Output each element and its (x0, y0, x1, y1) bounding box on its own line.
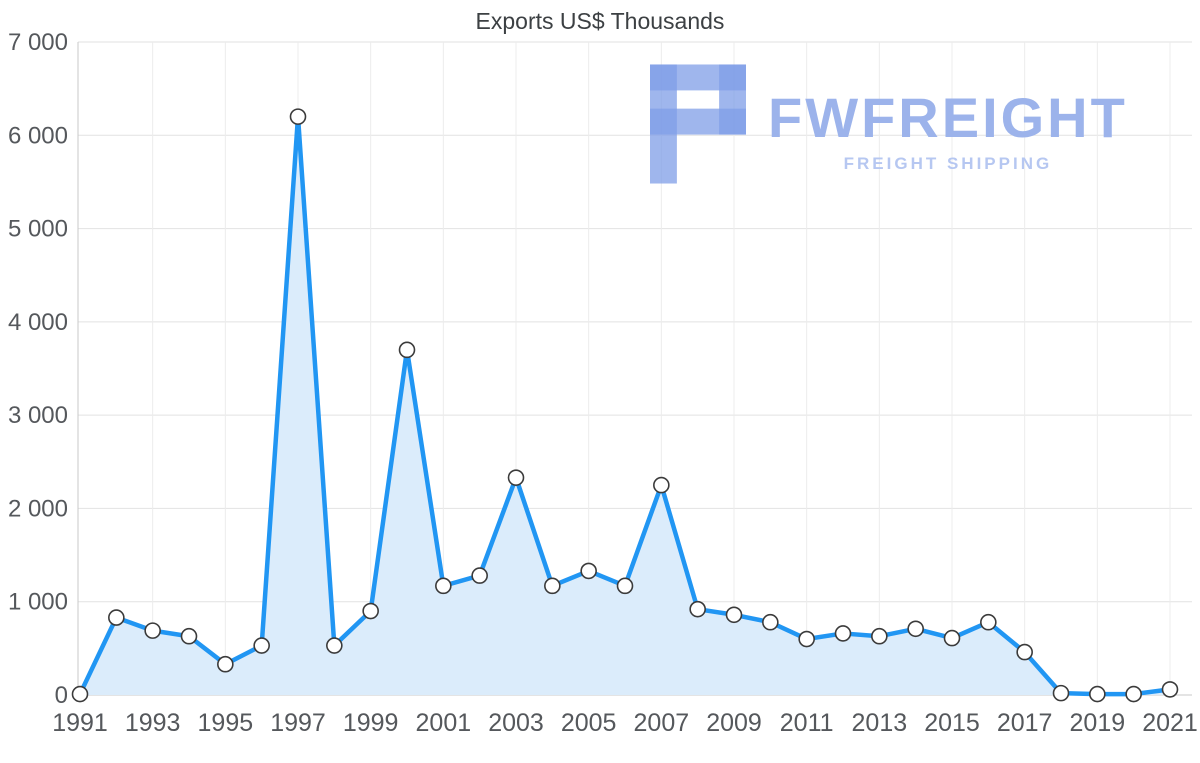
x-axis-label: 2017 (997, 709, 1053, 737)
y-axis-label: 5 000 (8, 216, 68, 243)
data-point-marker (71, 685, 89, 703)
x-axis-label: 2021 (1142, 709, 1198, 737)
y-axis-label: 2 000 (8, 495, 68, 522)
data-point-marker (762, 613, 779, 631)
data-point-marker (907, 620, 924, 638)
data-point-marker (289, 108, 307, 125)
data-point-marker (1052, 684, 1070, 702)
y-axis-label: 4 000 (8, 309, 68, 336)
data-point-marker (180, 627, 198, 645)
data-point-marker (144, 622, 161, 639)
y-axis-label: 3 000 (8, 402, 68, 429)
x-axis-label: 2001 (416, 709, 472, 737)
data-point-marker (253, 637, 270, 654)
x-axis-label: 1999 (343, 709, 399, 737)
data-point-marker (326, 637, 343, 654)
chart-title: Exports US$ Thousands (475, 8, 725, 34)
area-fill (80, 116, 1170, 696)
data-point-marker (435, 577, 452, 595)
data-point-marker (725, 606, 743, 624)
x-axis-label: 2013 (852, 709, 908, 737)
x-axis-label: 1993 (125, 709, 181, 737)
data-point-marker (653, 476, 670, 494)
y-axis-label: 0 (55, 682, 68, 709)
x-axis-label: 1995 (198, 709, 254, 737)
x-axis-label: 1991 (52, 709, 108, 737)
data-point-marker (1161, 681, 1179, 698)
y-axis-label: 6 000 (8, 122, 68, 149)
data-point-marker (108, 609, 125, 626)
data-point-marker (580, 562, 597, 580)
data-point-marker (217, 655, 234, 673)
x-axis-label: 2007 (634, 709, 690, 737)
data-point-marker (544, 577, 561, 595)
data-point-marker (689, 600, 706, 618)
data-point-marker (871, 627, 888, 645)
data-point-marker (362, 602, 379, 620)
data-point-marker (1125, 685, 1142, 703)
data-point-marker (798, 630, 815, 648)
data-point-marker (398, 341, 416, 359)
data-point-marker (1089, 685, 1106, 703)
data-point-marker (980, 613, 997, 631)
data-point-marker (1016, 643, 1033, 661)
data-point-marker (507, 469, 525, 486)
data-point-marker (471, 567, 488, 584)
y-axis-label: 7 000 (8, 29, 68, 56)
data-point-marker (834, 625, 852, 642)
x-axis-label: 2015 (924, 709, 980, 737)
x-axis-label: 2019 (1070, 709, 1126, 737)
x-axis-label: 2011 (780, 709, 834, 737)
x-axis-label: 2005 (561, 709, 617, 737)
x-axis-label: 2009 (706, 709, 762, 737)
x-axis-label: 1997 (270, 709, 326, 737)
y-axis-label: 1 000 (8, 589, 68, 616)
x-axis-label: 2003 (488, 709, 544, 737)
data-point-marker (943, 629, 961, 647)
data-point-marker (616, 577, 634, 595)
